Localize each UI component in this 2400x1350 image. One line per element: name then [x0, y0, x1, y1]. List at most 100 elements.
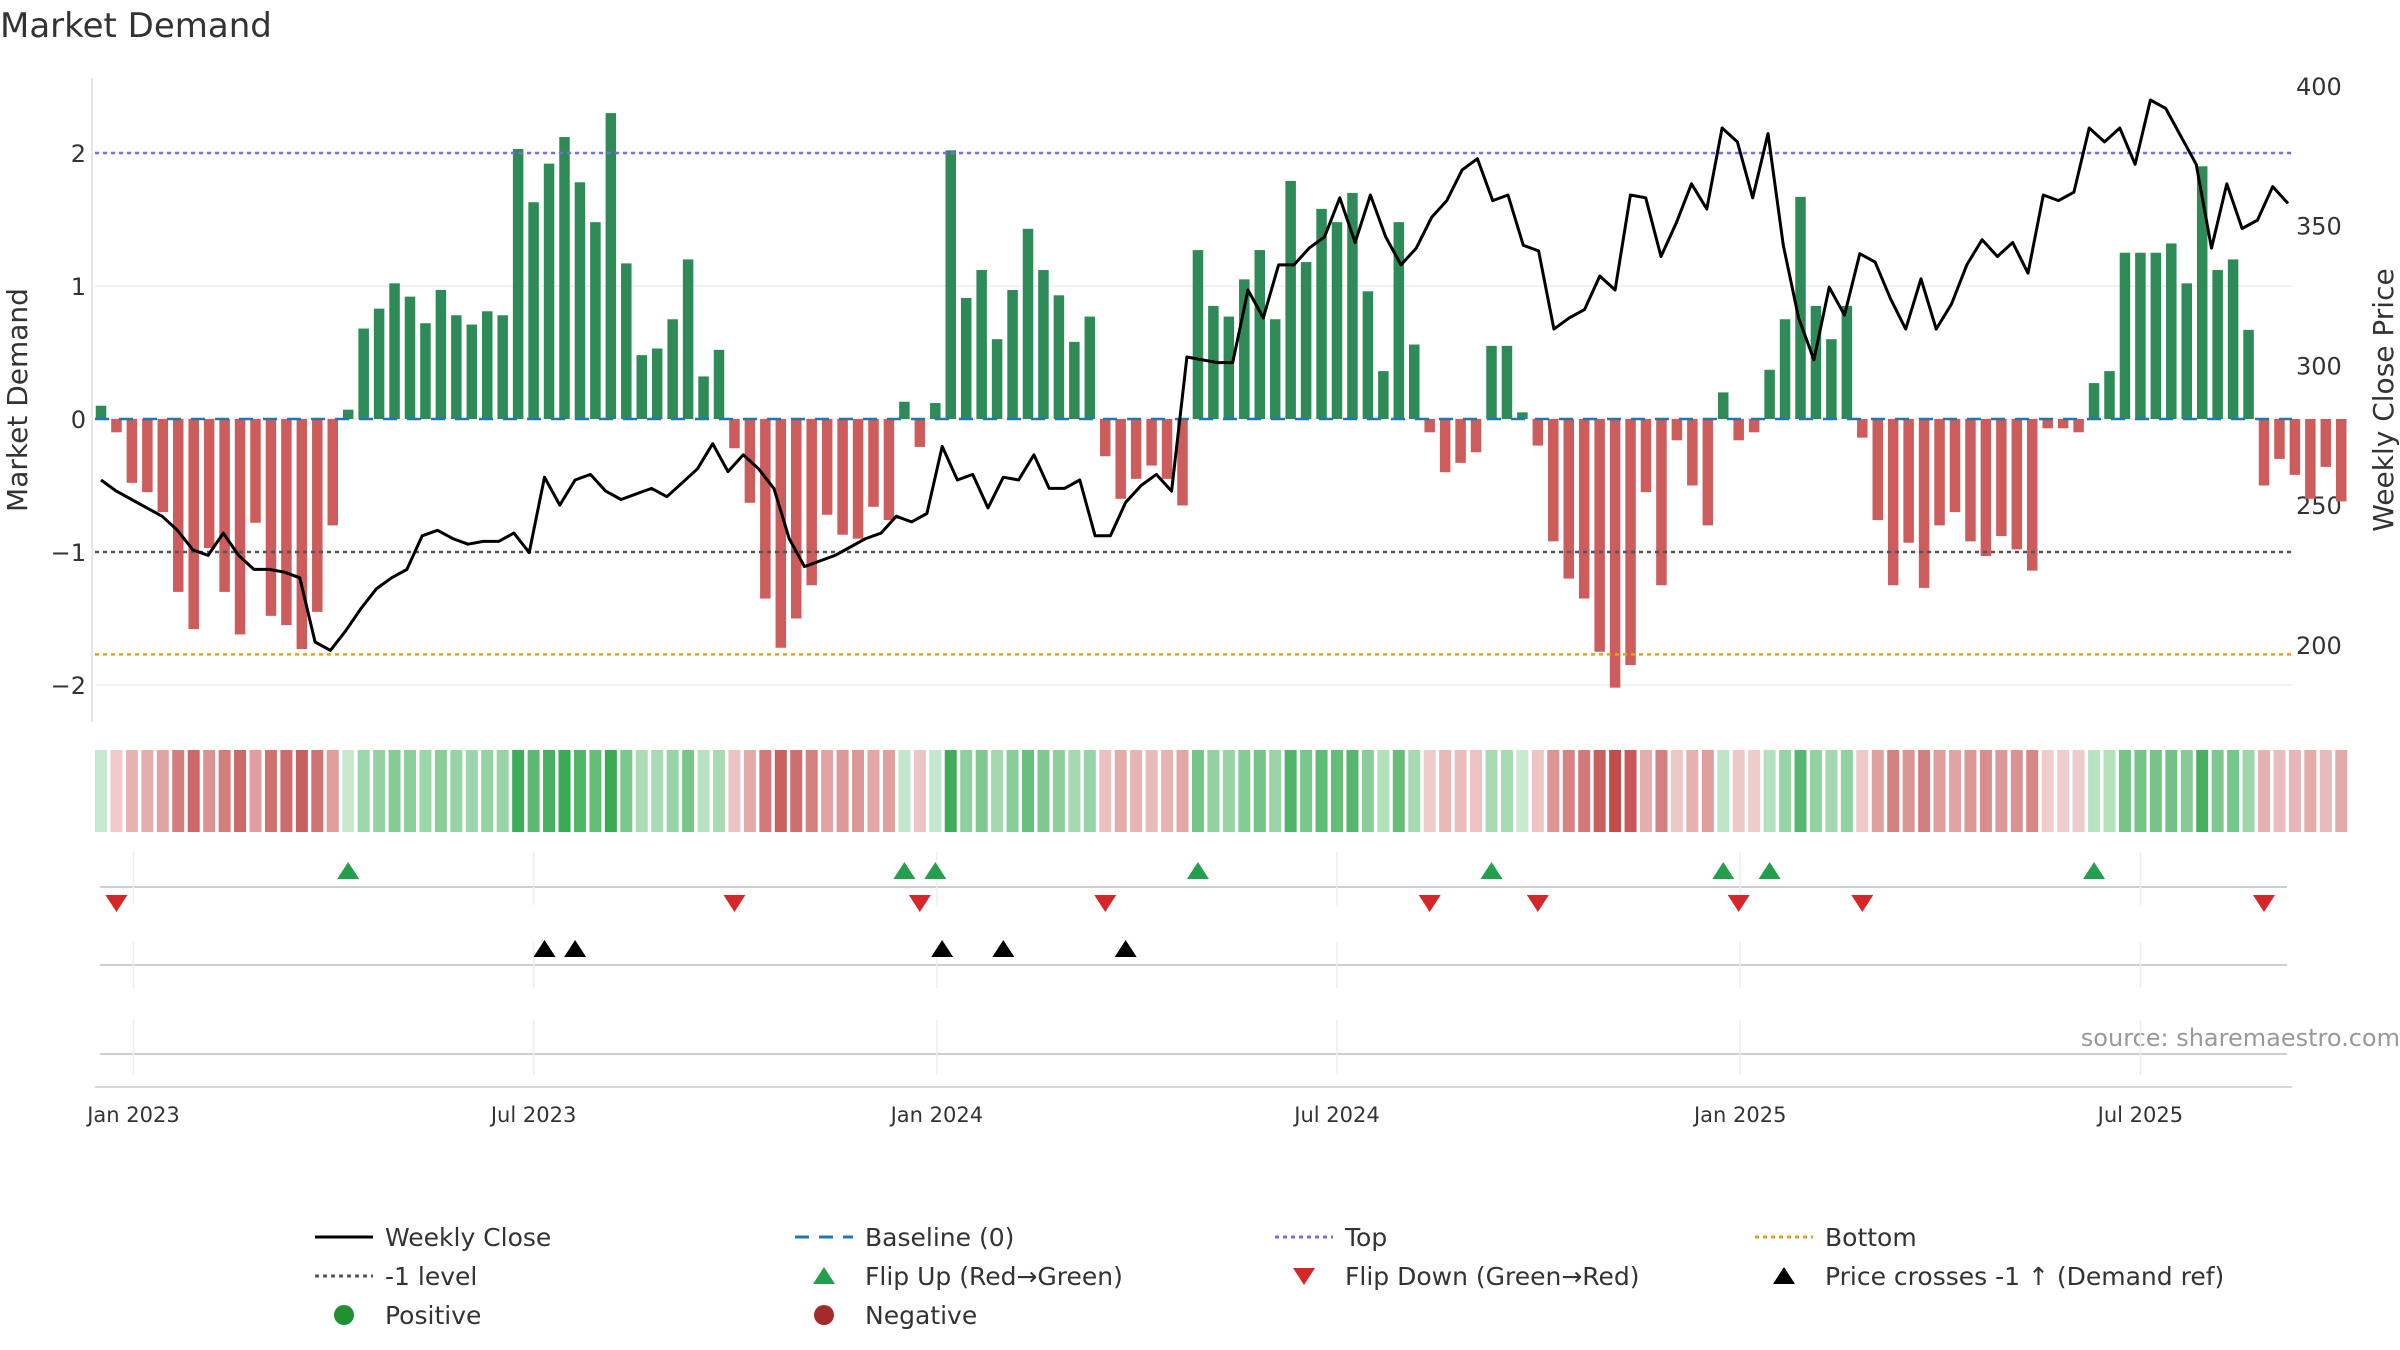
bar-positive [1285, 180, 1296, 419]
y-tick-label-right: 250 [2296, 492, 2342, 520]
y-tick-label-left: −2 [51, 672, 86, 700]
heat-cell-negative [1161, 750, 1174, 832]
heat-cell-negative [2072, 750, 2085, 832]
flip-up-marker [924, 862, 947, 879]
heat-cell-negative [790, 750, 803, 832]
bar-negative [729, 419, 740, 449]
heat-cell-positive [373, 750, 386, 832]
heat-cell-negative [218, 750, 231, 832]
bar-negative [1177, 419, 1188, 506]
legend-baseline: Baseline (0) [795, 1223, 1014, 1252]
heat-cell-negative [1995, 750, 2008, 832]
bar-negative [1934, 419, 1945, 526]
heat-cell-positive [666, 750, 679, 832]
bar-positive [373, 308, 385, 419]
legend-swatch-dot [814, 1305, 834, 1325]
bar-positive [1486, 345, 1497, 419]
heat-cell-negative [774, 750, 787, 832]
bar-negative [1455, 419, 1466, 463]
heat-cell-negative [1423, 750, 1436, 832]
flip-up-marker [893, 862, 916, 879]
bar-negative [1965, 419, 1976, 542]
legend-flip-up: Flip Up (Red→Green) [813, 1262, 1123, 1291]
legend-label: Positive [385, 1301, 481, 1330]
heat-cell-negative [1964, 750, 1977, 832]
price-cross-marker [992, 940, 1015, 957]
bar-negative [1609, 419, 1621, 688]
bar-positive [991, 339, 1003, 419]
bar-positive [667, 319, 678, 419]
heat-cell-negative [2057, 750, 2070, 832]
y-tick-label-right: 200 [2296, 632, 2342, 660]
heat-cell-positive [991, 750, 1004, 832]
heat-cell-positive [697, 750, 710, 832]
price-cross-marker [931, 940, 954, 957]
heat-cell-negative [1470, 750, 1483, 832]
bar-positive [1300, 262, 1312, 419]
y-tick-label-left: −1 [51, 539, 86, 567]
bar-positive [1393, 222, 1405, 419]
x-tick-label: Jul 2024 [1292, 1103, 1379, 1127]
flip-down-marker [1851, 895, 1874, 912]
heat-cell-positive [95, 750, 107, 832]
chart-title: Market Demand [0, 6, 272, 46]
heat-cell-positive [404, 750, 416, 832]
weekly-close-line [100, 98, 2290, 652]
heat-cell-negative [326, 750, 339, 832]
heat-cell-positive [1222, 750, 1235, 832]
heat-cell-negative [1902, 750, 1915, 832]
bar-negative [1563, 419, 1574, 579]
flip-up-marker [1480, 862, 1503, 879]
heat-cell-positive [527, 750, 540, 832]
heat-cell-positive [1779, 750, 1792, 832]
bar-positive [358, 328, 369, 419]
heat-cell-negative [1887, 750, 1900, 832]
heat-cell-positive [2196, 750, 2209, 832]
bar-negative [203, 419, 215, 549]
flip-down-marker [1727, 895, 1750, 912]
heat-cell-negative [728, 750, 741, 832]
flip-up-marker [2083, 862, 2106, 879]
bar-negative [1903, 419, 1914, 543]
x-tick-label: Jan 2025 [1692, 1103, 1787, 1127]
bar-positive [1192, 250, 1204, 419]
bar-negative [281, 419, 292, 626]
heat-cell-negative [1562, 750, 1575, 832]
y-tick-label-right: 350 [2296, 213, 2342, 241]
legend-label: Weekly Close [385, 1223, 551, 1252]
heat-cell-positive [929, 750, 942, 832]
bar-positive [636, 355, 647, 419]
bar-negative [2073, 419, 2084, 433]
bar-positive [1053, 295, 1065, 419]
heat-cell-negative [1655, 750, 1668, 832]
heat-cell-positive [450, 750, 463, 832]
heat-cell-negative [1593, 750, 1606, 832]
legend-bottom: Bottom [1755, 1223, 1917, 1252]
bar-negative [852, 419, 864, 539]
bar-positive [1007, 289, 1018, 419]
x-tick-label: Jul 2023 [489, 1103, 576, 1127]
heat-cell-positive [496, 750, 509, 832]
heat-cell-negative [743, 750, 756, 832]
heat-cell-negative [852, 750, 865, 832]
bar-negative [1996, 419, 2007, 537]
heat-cell-positive [1392, 750, 1405, 832]
heat-cell-negative [2304, 750, 2317, 832]
heat-cell-negative [805, 750, 818, 832]
heat-cell-negative [882, 750, 895, 832]
bar-negative [1640, 419, 1652, 493]
heat-cell-negative [1701, 750, 1714, 832]
heat-cell-positive [604, 750, 617, 832]
heat-cell-negative [836, 750, 849, 832]
heat-cell-positive [1083, 750, 1096, 832]
bar-positive [930, 403, 941, 419]
heat-cell-positive [1825, 750, 1838, 832]
heat-cell-negative [1748, 750, 1761, 832]
legend-positive: Positive [334, 1301, 481, 1330]
bar-negative [1470, 419, 1482, 453]
y-axis-label-left: Market Demand [1, 288, 34, 512]
legend-swatch-triangle [1293, 1268, 1315, 1285]
heat-cell-positive [543, 750, 556, 832]
heat-cell-positive [1361, 750, 1374, 832]
